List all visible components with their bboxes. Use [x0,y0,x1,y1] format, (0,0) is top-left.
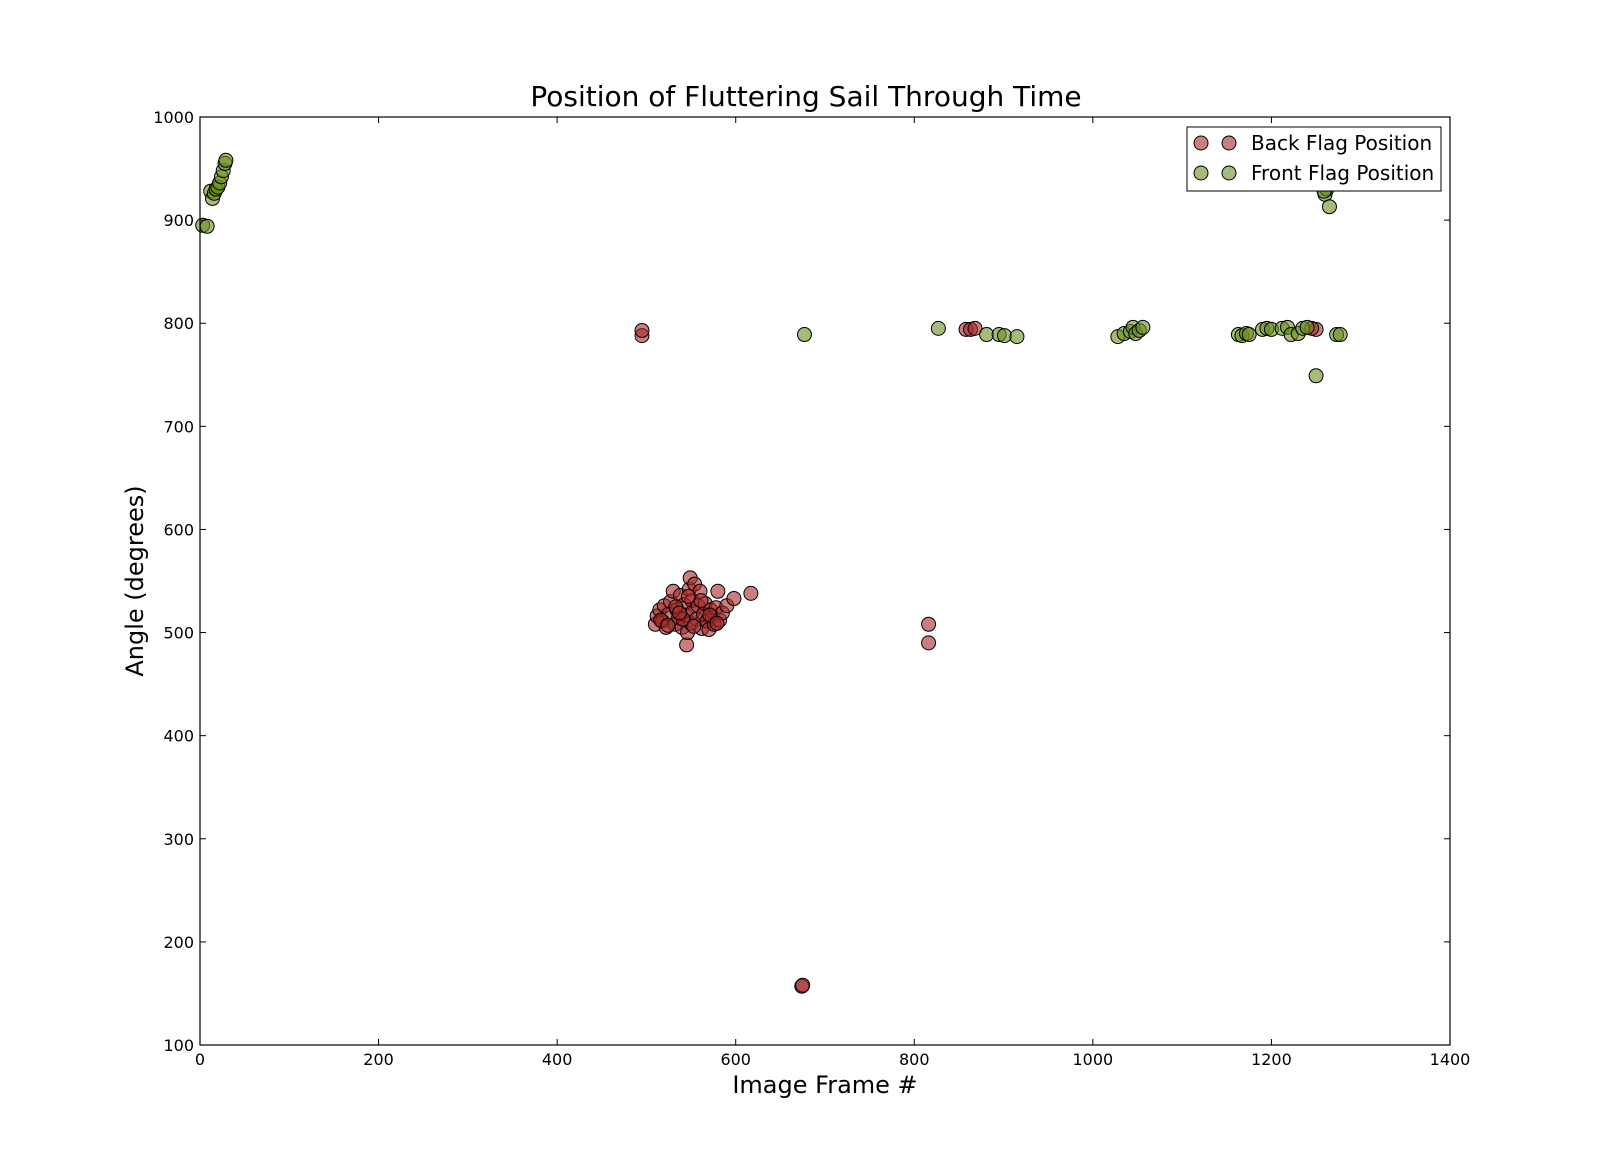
y-tick-label: 700 [163,417,194,436]
data-point [709,615,725,631]
data-point [679,637,695,653]
data-point [1299,319,1315,335]
data-point [930,320,946,336]
data-point [996,328,1012,344]
data-point [693,593,709,609]
y-axis-title: Angle (degrees) [121,485,149,676]
y-tick-label: 400 [163,727,194,746]
x-tick-label: 1200 [1251,1050,1292,1069]
data-point [1308,368,1324,384]
legend-marker [1221,135,1237,151]
x-tick-label: 400 [542,1050,573,1069]
data-point [671,605,687,621]
x-tick-label: 800 [899,1050,930,1069]
legend-marker [1193,135,1209,151]
x-tick-label: 1400 [1430,1050,1471,1069]
data-point [1009,329,1025,345]
plot-frame [199,116,1451,1046]
y-tick-label: 300 [163,830,194,849]
y-tick-label: 1000 [153,108,194,127]
data-point [1332,327,1348,343]
data-point [710,583,726,599]
data-point [1241,327,1257,343]
ticks-layer: 0 200 400 600 800 1000 1200 1400 100 200 300 400 500… [153,108,1470,1069]
data-point [921,616,937,632]
data-point [660,617,676,633]
x-tick-label: 600 [720,1050,751,1069]
data-point [796,327,812,343]
y-tick-label: 500 [163,624,194,643]
x-tick-label: 200 [363,1050,394,1069]
y-tick-label: 800 [163,314,194,333]
x-axis-title: Image Frame # [732,1071,917,1099]
legend: Back Flag Position Front Flag Position [1186,126,1442,192]
y-tick-label: 200 [163,933,194,952]
data-point [979,327,995,343]
data-point [726,591,742,607]
y-tick-label: 600 [163,520,194,539]
series-front-flag [195,152,1348,384]
y-tick-label: 100 [163,1036,194,1055]
data-point [199,218,215,234]
x-tick-label: 1000 [1072,1050,1113,1069]
legend-marker [1221,165,1237,181]
legend-label: Back Flag Position [1251,131,1432,155]
data-point [967,320,983,336]
data-point [1321,199,1337,215]
data-point [634,322,650,338]
legend-marker [1193,165,1209,181]
data-point [921,635,937,651]
data-point [680,588,696,604]
data-point [795,977,811,993]
data-point [686,618,702,634]
y-tick-label: 900 [163,211,194,230]
data-point [743,585,759,601]
data-point [1135,319,1151,335]
chart-title: Position of Fluttering Sail Through Time [530,80,1081,113]
series-back-flag [634,320,1324,994]
data-point [218,152,234,168]
points-layer [195,152,1348,994]
legend-label: Front Flag Position [1251,161,1434,185]
x-tick-label: 0 [195,1050,205,1069]
